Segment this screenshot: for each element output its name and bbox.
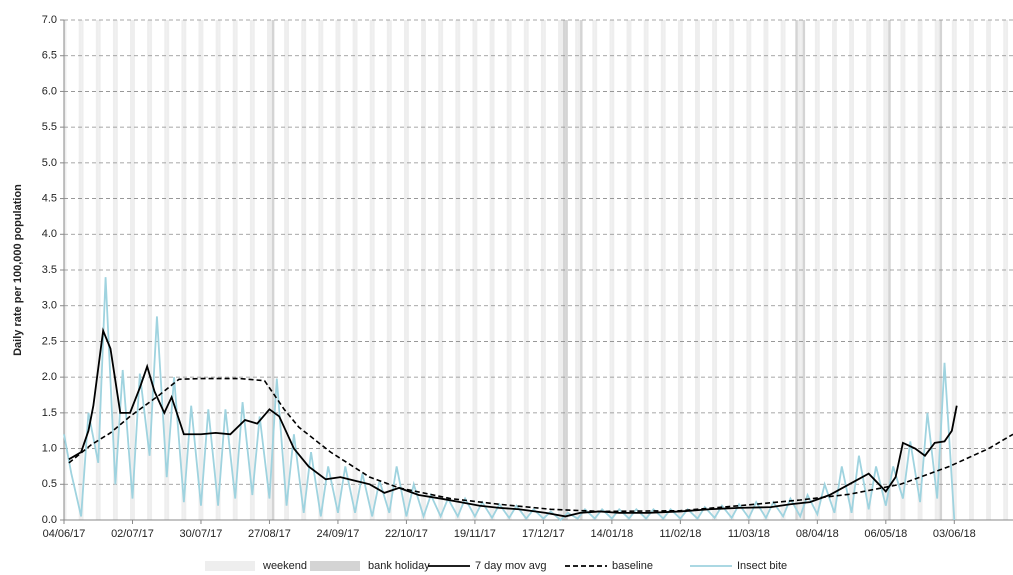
weekend-band <box>746 20 749 520</box>
weekend-band <box>592 20 595 520</box>
weekend-band <box>166 20 170 520</box>
bank-holiday-band <box>795 20 798 520</box>
y-tick-label: 7.0 <box>42 14 57 26</box>
weekend-band <box>132 20 135 520</box>
x-tick-label: 27/08/17 <box>248 528 291 540</box>
weekend-band <box>249 20 253 520</box>
weekend-band <box>832 20 835 520</box>
y-tick-label: 4.5 <box>42 192 57 204</box>
weekend-band <box>594 20 598 520</box>
weekend-band <box>866 20 869 520</box>
x-tick-label: 04/06/17 <box>43 528 86 540</box>
bank-holiday-band <box>565 20 568 520</box>
weekend-band <box>355 20 358 520</box>
legend-label: baseline <box>612 560 653 572</box>
x-tick-label: 17/12/17 <box>522 528 565 540</box>
x-tick-label: 02/07/17 <box>111 528 154 540</box>
weekend-band <box>643 20 647 520</box>
weekend-band <box>284 20 287 520</box>
x-tick-label: 03/06/18 <box>933 528 976 540</box>
series-line <box>68 377 1013 513</box>
weekend-band <box>369 20 373 520</box>
weekend-band <box>95 20 99 520</box>
x-tick-label: 06/05/18 <box>864 528 907 540</box>
y-tick-label: 0.5 <box>42 478 57 490</box>
weekend-band <box>389 20 392 520</box>
bank-holiday-band <box>580 20 583 520</box>
weekend-band <box>697 20 700 520</box>
weekend-band <box>797 20 801 520</box>
weekend-band <box>677 20 681 520</box>
x-tick-label: 30/07/17 <box>180 528 223 540</box>
weekend-band <box>181 20 184 520</box>
weekend-band <box>403 20 407 520</box>
weekend-band <box>986 20 989 520</box>
y-tick-label: 3.0 <box>42 300 57 312</box>
weekend-band <box>558 20 561 520</box>
bank-holiday-band <box>271 20 275 520</box>
weekend-band <box>1005 20 1009 520</box>
weekend-band <box>335 20 338 520</box>
weekend-band <box>438 20 441 520</box>
weekend-band <box>286 20 290 520</box>
weekend-band <box>900 20 903 520</box>
weekend-band <box>509 20 512 520</box>
weekend-band <box>783 20 786 520</box>
y-tick-label: 3.5 <box>42 264 57 276</box>
x-tick-label: 11/03/18 <box>728 528 770 540</box>
weekend-band <box>971 20 974 520</box>
y-tick-label: 5.0 <box>42 157 57 169</box>
legend-label: weekend <box>262 560 307 572</box>
weekend-band <box>489 20 493 520</box>
legend-swatch <box>205 561 255 571</box>
weekend-band <box>320 20 324 520</box>
y-tick-label: 1.5 <box>42 407 57 419</box>
weekend-band <box>200 20 204 520</box>
y-tick-label: 1.0 <box>42 442 57 454</box>
weekend-band <box>215 20 219 520</box>
y-tick-label: 6.5 <box>42 50 57 62</box>
weekend-band <box>235 20 238 520</box>
weekend-band <box>523 20 527 520</box>
x-tick-label: 22/10/17 <box>385 528 428 540</box>
weekend-band <box>817 20 820 520</box>
y-axis-title: Daily rate per 100,000 population <box>12 184 24 356</box>
x-tick-label: 24/09/17 <box>317 528 360 540</box>
weekend-band <box>628 20 632 520</box>
weekend-band <box>543 20 546 520</box>
weekend-band <box>474 20 478 520</box>
x-tick-label: 14/01/18 <box>590 528 633 540</box>
weekend-band <box>851 20 855 520</box>
legend-label: bank holiday <box>368 560 430 572</box>
y-tick-label: 2.0 <box>42 371 57 383</box>
y-tick-label: 0.0 <box>42 514 57 526</box>
x-tick-label: 19/11/17 <box>454 528 496 540</box>
weekend-band <box>81 20 84 520</box>
y-tick-label: 2.5 <box>42 335 57 347</box>
weekend-band <box>937 20 940 520</box>
y-tick-label: 5.5 <box>42 121 57 133</box>
y-tick-label: 4.0 <box>42 228 57 240</box>
weekend-band <box>440 20 444 520</box>
weekend-band <box>885 20 889 520</box>
x-tick-label: 08/04/18 <box>796 528 839 540</box>
series-line <box>68 327 958 518</box>
x-tick-label: 11/02/18 <box>659 528 701 540</box>
legend-label: 7 day mov avg <box>475 560 547 572</box>
weekend-band <box>663 20 666 520</box>
weekend-band <box>712 20 715 520</box>
y-tick-label: 6.0 <box>42 85 57 97</box>
bank-holiday-band <box>802 20 806 520</box>
bank-holiday-band <box>888 20 891 520</box>
legend-swatch <box>310 561 360 571</box>
legend-label: Insect bite <box>737 560 787 572</box>
weekend-band <box>130 20 133 520</box>
